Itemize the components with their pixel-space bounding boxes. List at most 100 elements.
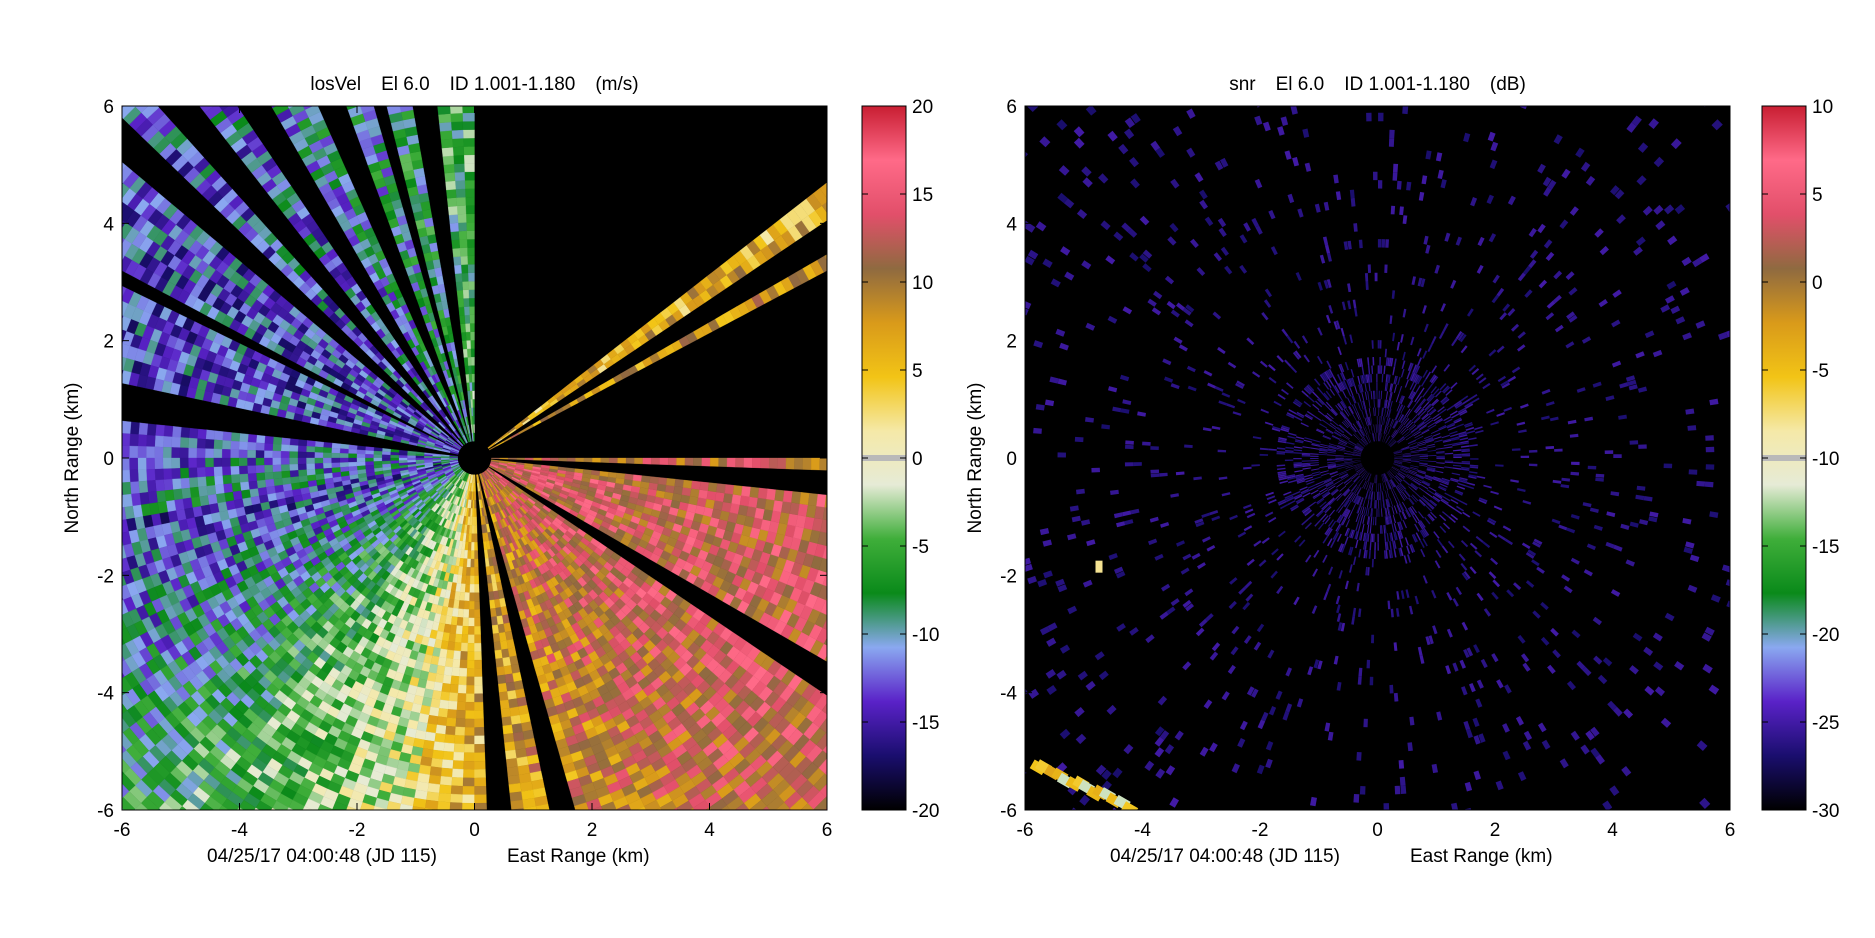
gate-cell	[239, 433, 249, 443]
gate-cell	[124, 83, 143, 101]
gate-cell	[440, 456, 450, 459]
gate-cell	[314, 452, 324, 459]
gate-cell	[460, 862, 474, 871]
gate-cell	[184, 77, 202, 94]
gate-cell	[512, 672, 522, 683]
gate-cell	[79, 360, 90, 376]
gate-cell	[239, 473, 249, 483]
gate-cell	[83, 139, 100, 158]
gate-cell	[447, 641, 456, 651]
gate-cell	[272, 904, 291, 919]
gate-cell	[100, 725, 116, 743]
gate-cell	[449, 96, 462, 105]
gate-cell	[13, 588, 26, 606]
gate-cell	[551, 886, 568, 897]
gate-cell	[105, 196, 121, 213]
gate-cell	[238, 449, 248, 459]
gate-cell	[444, 734, 456, 744]
gate-cell	[247, 441, 257, 451]
gate-cell	[297, 457, 307, 465]
gate-cell	[464, 171, 475, 181]
gate-cell	[13, 410, 23, 427]
gate-cell	[39, 285, 53, 303]
gate-cell	[467, 247, 475, 257]
gate-cell	[45, 428, 54, 443]
gate-cell	[192, 60, 210, 76]
gate-cell	[471, 373, 475, 383]
gate-cell	[3, 442, 12, 459]
gate-cell	[288, 911, 307, 925]
gate-cell	[21, 411, 31, 427]
gate-cell	[0, 340, 9, 358]
gate-cell	[54, 576, 67, 593]
gate-cell	[257, 897, 276, 912]
gate-cell	[474, 786, 487, 795]
gate-cell	[429, 21, 445, 31]
gate-cell	[436, 818, 449, 828]
gate-cell	[51, 679, 66, 698]
gate-cell	[75, 633, 89, 650]
gate-cell	[434, 72, 448, 82]
gate-cell	[91, 552, 103, 567]
gate-cell	[13, 490, 23, 507]
gate-cell	[469, 592, 475, 602]
gate-cell	[221, 440, 232, 450]
gate-cell	[221, 466, 232, 476]
gate-cell	[378, 2, 395, 13]
gate-cell	[642, 911, 661, 925]
gate-cell	[107, 548, 119, 563]
gate-cell	[277, 80, 294, 94]
gate-cell	[29, 489, 39, 505]
gate-cell	[51, 661, 66, 679]
gate-cell	[471, 533, 475, 543]
gate-cell	[230, 874, 249, 890]
gate-cell	[505, 749, 517, 760]
gate-cell	[63, 166, 80, 185]
gate-cell	[63, 544, 74, 560]
gate-cell	[268, 27, 286, 42]
gate-cell	[495, 657, 504, 668]
gate-cell	[475, 879, 490, 888]
gate-cell	[27, 536, 38, 553]
gate-cell	[458, 0, 474, 4]
gate-cell	[2, 609, 16, 628]
gate-cell	[510, 714, 522, 725]
gate-cell	[534, 881, 550, 892]
gate-cell	[443, 12, 459, 21]
gate-cell	[169, 843, 188, 860]
gate-cell	[87, 539, 98, 554]
gate-cell	[122, 182, 124, 185]
gate-cell	[179, 437, 190, 449]
gate-cell	[384, 878, 400, 889]
gate-cell	[36, 248, 51, 267]
gate-cell	[223, 483, 233, 494]
gate-cell	[122, 222, 133, 240]
gate-cell	[50, 337, 62, 354]
gate-cell	[464, 718, 475, 728]
gate-cell	[0, 612, 8, 631]
gate-cell	[30, 635, 44, 654]
gate-cell	[474, 668, 483, 678]
gate-cell	[447, 197, 458, 207]
gate-cell	[59, 694, 75, 713]
gate-cell	[467, 541, 472, 551]
gate-cell	[213, 475, 224, 486]
gate-cell	[24, 520, 35, 537]
gate-cell	[456, 205, 467, 215]
gate-cell	[506, 766, 520, 777]
gate-cell	[444, 172, 456, 182]
gate-cell	[446, 46, 461, 55]
gate-cell	[829, 196, 845, 213]
gate-cell	[445, 657, 454, 668]
gate-cell	[280, 451, 290, 459]
gate-cell	[507, 690, 518, 700]
gate-cell	[76, 133, 94, 152]
gate-cell	[230, 457, 240, 467]
gate-cell	[272, 35, 290, 49]
gate-cell	[437, 656, 447, 667]
gate-cell	[469, 600, 475, 610]
gate-cell	[471, 365, 475, 374]
gate-cell	[410, 908, 427, 918]
gate-cell	[381, 826, 396, 837]
gate-cell	[14, 256, 28, 275]
